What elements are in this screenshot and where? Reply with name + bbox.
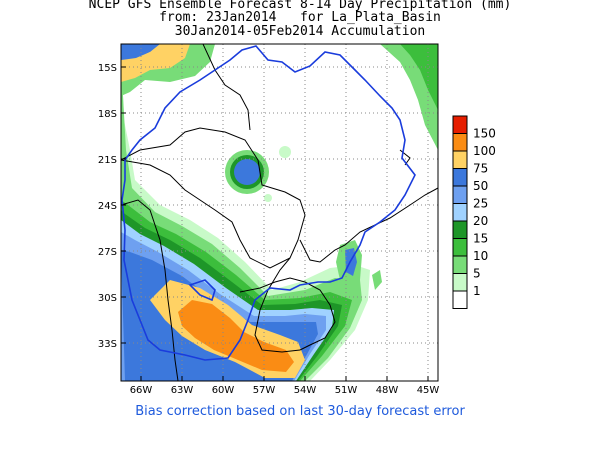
legend-label: 15 [473, 232, 488, 246]
lon-label: 66W [130, 385, 153, 396]
legend-label: 75 [473, 162, 488, 176]
title-line-2: from: 23Jan2014 for La_Plata_Basin [159, 10, 441, 25]
map-frame [120, 43, 439, 382]
legend-label: 50 [473, 179, 488, 193]
legend-swatch [452, 273, 468, 292]
legend-swatch [452, 290, 468, 309]
lon-label: 45W [417, 385, 440, 396]
lat-label: 27S [98, 247, 117, 258]
legend-label: 150 [473, 127, 496, 141]
precipitation-fill [121, 44, 438, 381]
longitude-labels: 66W 63W 60W 57W 54W 51W 48W 45W [130, 385, 440, 396]
lon-label: 60W [212, 385, 235, 396]
lon-label: 54W [294, 385, 317, 396]
lat-label: 21S [98, 155, 117, 166]
color-legend: 150 100 75 50 25 20 15 10 5 1 [452, 115, 496, 309]
legend-swatch [452, 203, 468, 222]
lon-label: 51W [335, 385, 358, 396]
legend-swatch [452, 115, 468, 134]
legend-label: 10 [473, 249, 488, 263]
lat-label: 33S [98, 339, 117, 350]
lon-label: 63W [171, 385, 194, 396]
legend-label: 20 [473, 214, 488, 228]
basin-outline [121, 45, 416, 361]
footer-note: Bias correction based on last 30-day for… [135, 404, 465, 419]
legend-label: 5 [473, 267, 481, 281]
title-line-1: NCEP GFS Ensemble Forecast 8-14 Day Prec… [88, 0, 512, 12]
legend-swatch [452, 238, 468, 257]
lat-label: 24S [98, 201, 117, 212]
legend-swatch [452, 255, 468, 274]
lon-label: 57W [253, 385, 276, 396]
title-line-3: 30Jan2014-05Feb2014 Accumulation [174, 24, 426, 39]
lon-label: 48W [376, 385, 399, 396]
lat-label: 18S [98, 109, 117, 120]
lat-label: 30S [98, 293, 117, 304]
latitude-labels: 15S 18S 21S 24S 27S 30S 33S [98, 63, 117, 350]
legend-swatch [452, 150, 468, 169]
legend-swatch [452, 220, 468, 239]
graticule [121, 44, 438, 381]
legend-swatch [452, 185, 468, 204]
legend-label: 1 [473, 284, 481, 298]
legend-label: 100 [473, 144, 496, 158]
legend-swatch [452, 168, 468, 187]
legend-label: 25 [473, 197, 488, 211]
lat-label: 15S [98, 63, 117, 74]
legend-swatch [452, 133, 468, 152]
